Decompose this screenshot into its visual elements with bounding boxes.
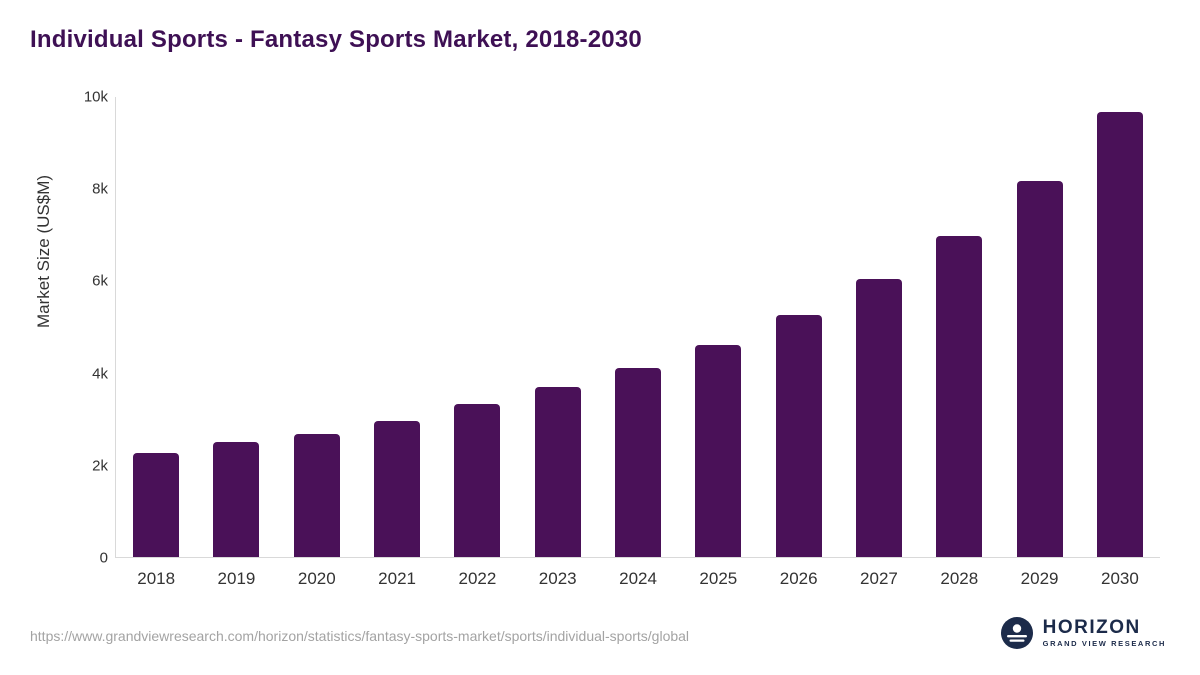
bar-2025 [695, 344, 742, 557]
plot-region: 0 2k 4k 6k 8k 10k 2018 2019 2020 2021 2022 2023 202… [84, 89, 1160, 588]
source-url-text: https://www.grandviewresearch.com/horizo… [30, 628, 690, 644]
y-tick-label-8k: 8k [92, 180, 108, 198]
x-tick-label-2024: 2024 [619, 569, 657, 588]
bar-column-2026 [759, 97, 839, 557]
bar-column-2030 [1080, 97, 1160, 557]
y-tick-label-0: 0 [99, 549, 108, 567]
bar-2018 [133, 453, 180, 557]
x-tick-label-2030: 2030 [1100, 569, 1139, 588]
x-tick-label-2023: 2023 [538, 569, 577, 588]
bar-column-2029 [999, 97, 1079, 557]
x-tick-label-2018: 2018 [137, 569, 176, 588]
x-tick-label-2022: 2022 [458, 569, 497, 588]
bar-2021 [374, 421, 421, 557]
x-tick-label-2020: 2020 [297, 569, 336, 588]
bar-2026 [775, 314, 822, 557]
x-tick-label-2019: 2019 [217, 569, 256, 588]
x-tick-label-2021: 2021 [378, 569, 416, 588]
y-axis-label: Market Size (US$M) [34, 174, 53, 328]
y-tick-label-2k: 2k [92, 457, 108, 475]
bar-2020 [293, 434, 340, 557]
x-tick-label-2025: 2025 [699, 569, 738, 588]
x-axis-labels: 2018 2019 2020 2021 2022 2023 2024 2025 2026 2027… [116, 569, 1160, 589]
bar-2022 [454, 403, 501, 557]
y-tick-label-6k: 6k [92, 272, 108, 290]
bar-2029 [1016, 180, 1063, 557]
x-tick-label-2029: 2029 [1020, 569, 1059, 588]
bar-column-2025 [678, 97, 758, 557]
bar-2028 [936, 236, 983, 557]
bar-2024 [615, 368, 662, 557]
bar-column-2023 [518, 97, 598, 557]
bar-2027 [855, 279, 902, 557]
bar-column-2024 [598, 97, 678, 557]
bar-column-2028 [919, 97, 999, 557]
bar-column-2022 [437, 97, 517, 557]
horizon-logo-icon [1000, 616, 1034, 650]
bar-column-2027 [839, 97, 919, 557]
horizon-logo: HORIZON GRAND VIEW RESEARCH [1000, 616, 1166, 650]
bar-column-2020 [277, 97, 357, 557]
chart-title: Individual Sports - Fantasy Sports Marke… [30, 26, 642, 53]
bar-column-2018 [116, 97, 196, 557]
x-tick-label-2026: 2026 [779, 569, 818, 588]
bar-column-2019 [196, 97, 276, 557]
logo-name-text: HORIZON [1042, 617, 1141, 639]
x-tick-label-2027: 2027 [860, 569, 898, 588]
bar-2019 [213, 441, 260, 557]
bar-2030 [1096, 112, 1143, 557]
x-tick-label-2028: 2028 [940, 569, 979, 588]
bar-column-2021 [357, 97, 437, 557]
bar-series [116, 97, 1160, 557]
y-tick-label-10k: 10k [83, 88, 108, 106]
y-tick-label-4k: 4k [92, 365, 108, 383]
logo-subtitle-text: GRAND VIEW RESEARCH [1042, 638, 1166, 648]
bar-2023 [534, 387, 581, 557]
